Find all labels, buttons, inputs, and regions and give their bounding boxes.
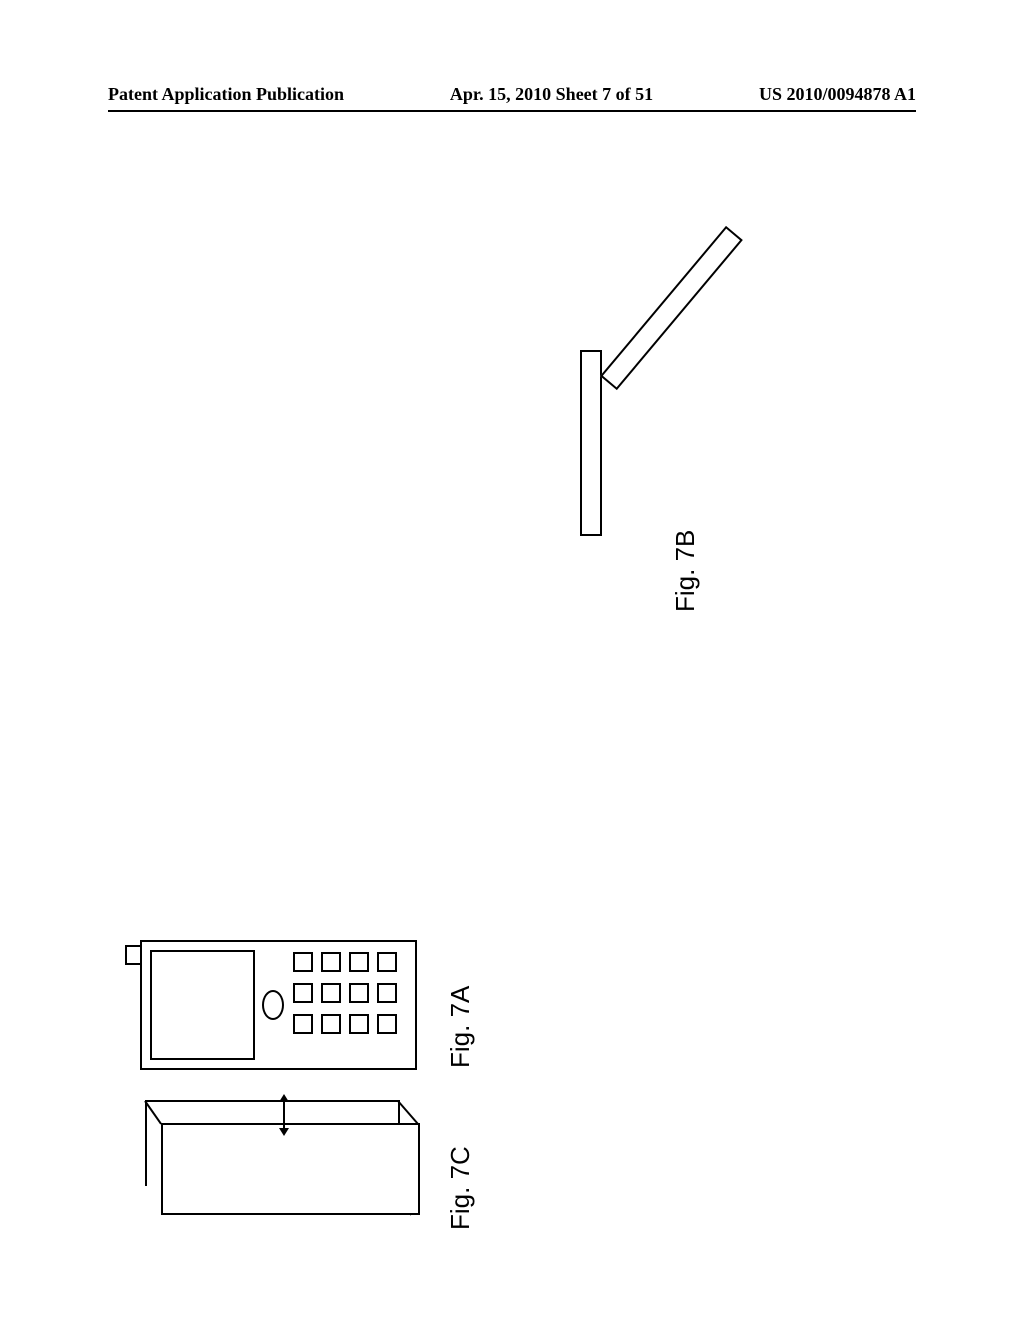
fig7a-key — [377, 983, 397, 1003]
fig7c-arrowhead-down-icon — [279, 1128, 289, 1136]
fig7a-key — [293, 952, 313, 972]
fig7c-arrowhead-up-icon — [279, 1094, 289, 1102]
fig7a-nav-button — [262, 990, 284, 1020]
header-right: US 2010/0094878 A1 — [759, 84, 916, 105]
figure-area: Fig. 7B Fig. 7A Fig. 7C — [0, 170, 1024, 1230]
header-left: Patent Application Publication — [108, 84, 344, 105]
fig7c-back-edge — [145, 1100, 400, 1102]
fig7a-antenna — [125, 945, 140, 965]
fig7a-key — [377, 1014, 397, 1034]
fig7b-lid — [600, 226, 743, 390]
header-rule — [108, 110, 916, 112]
header-center: Apr. 15, 2010 Sheet 7 of 51 — [450, 84, 653, 105]
fig7a-keypad — [293, 952, 399, 1036]
fig7a-key — [321, 952, 341, 972]
fig7a-key — [349, 1014, 369, 1034]
fig7c-perspective-line — [397, 1100, 419, 1125]
fig7c-front — [161, 1123, 420, 1215]
fig7a-key — [349, 952, 369, 972]
fig7a-key — [321, 1014, 341, 1034]
fig7b-base — [580, 350, 602, 536]
fig7c-back-edge — [145, 1100, 147, 1186]
fig7a-key — [293, 1014, 313, 1034]
page-header: Patent Application Publication Apr. 15, … — [108, 84, 916, 105]
fig7a-label: Fig. 7A — [445, 986, 476, 1068]
fig7a-screen — [150, 950, 255, 1060]
fig7c-label: Fig. 7C — [445, 1146, 476, 1230]
fig7c-double-arrow-shaft — [283, 1099, 285, 1131]
fig7a-key — [321, 983, 341, 1003]
fig7a-key — [349, 983, 369, 1003]
fig7a-key — [293, 983, 313, 1003]
fig7b-label: Fig. 7B — [670, 530, 701, 612]
fig7a-key — [377, 952, 397, 972]
